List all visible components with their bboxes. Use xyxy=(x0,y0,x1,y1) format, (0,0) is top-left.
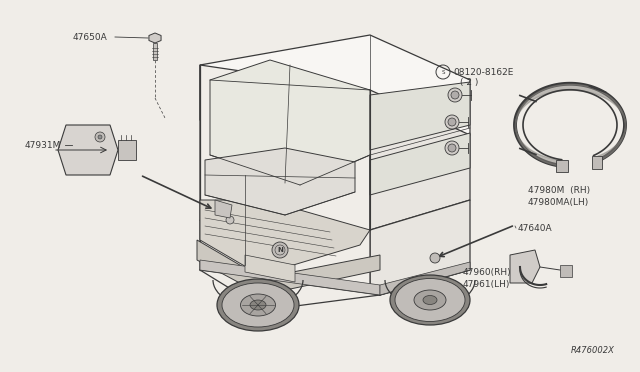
Circle shape xyxy=(445,115,459,129)
Circle shape xyxy=(451,91,459,99)
Polygon shape xyxy=(200,200,370,275)
Polygon shape xyxy=(200,220,380,310)
Circle shape xyxy=(448,88,462,102)
Polygon shape xyxy=(118,140,136,160)
Polygon shape xyxy=(510,250,540,283)
Polygon shape xyxy=(370,82,470,150)
Circle shape xyxy=(430,253,440,263)
Polygon shape xyxy=(205,148,355,215)
Text: 47931M: 47931M xyxy=(25,141,61,150)
Polygon shape xyxy=(370,90,470,230)
Text: 47960(RH): 47960(RH) xyxy=(463,267,511,276)
Polygon shape xyxy=(556,160,568,171)
Text: 47650A: 47650A xyxy=(73,32,108,42)
Ellipse shape xyxy=(423,295,437,305)
Ellipse shape xyxy=(395,279,465,321)
Polygon shape xyxy=(149,33,161,43)
Circle shape xyxy=(448,144,456,152)
Polygon shape xyxy=(370,200,470,295)
Text: S: S xyxy=(441,70,445,74)
Text: 47640A: 47640A xyxy=(518,224,552,232)
Circle shape xyxy=(226,216,234,224)
Text: N: N xyxy=(277,247,283,253)
Ellipse shape xyxy=(414,290,446,310)
Polygon shape xyxy=(210,60,370,185)
Circle shape xyxy=(95,132,105,142)
Ellipse shape xyxy=(217,279,299,331)
Ellipse shape xyxy=(390,275,470,325)
Text: R476002X: R476002X xyxy=(571,346,615,355)
Polygon shape xyxy=(215,200,232,218)
Polygon shape xyxy=(153,43,157,60)
Polygon shape xyxy=(200,35,470,165)
Polygon shape xyxy=(200,65,370,265)
Ellipse shape xyxy=(250,300,266,310)
Polygon shape xyxy=(370,133,470,195)
Ellipse shape xyxy=(241,294,275,316)
Polygon shape xyxy=(560,265,572,277)
Circle shape xyxy=(272,242,288,258)
Polygon shape xyxy=(380,262,470,295)
Text: 47980MA(LH): 47980MA(LH) xyxy=(528,198,589,206)
Polygon shape xyxy=(58,125,118,175)
Text: ( 2 ): ( 2 ) xyxy=(460,77,478,87)
Polygon shape xyxy=(245,255,295,282)
Text: 47980M  (RH): 47980M (RH) xyxy=(528,186,590,195)
Text: 08120-8162E: 08120-8162E xyxy=(453,67,513,77)
Ellipse shape xyxy=(222,283,294,327)
Text: 47961(LH): 47961(LH) xyxy=(463,279,510,289)
Polygon shape xyxy=(197,240,380,295)
Polygon shape xyxy=(200,260,380,295)
Circle shape xyxy=(445,141,459,155)
Circle shape xyxy=(448,118,456,126)
Circle shape xyxy=(98,135,102,139)
Polygon shape xyxy=(593,156,602,169)
